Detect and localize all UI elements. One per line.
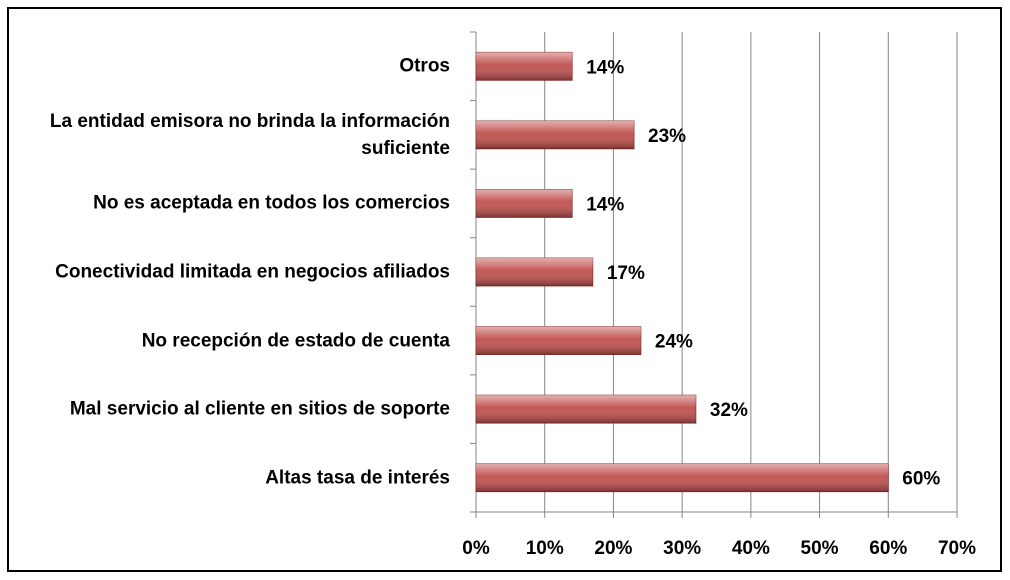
bar [475, 120, 635, 150]
data-label: 60% [902, 469, 940, 490]
y-tick-label: Otros [399, 55, 450, 77]
data-label: 23% [648, 126, 686, 147]
bar [475, 326, 642, 355]
y-tick-label: Conectividad limitada en negocios afilia… [55, 261, 450, 283]
data-label: 24% [655, 332, 693, 353]
y-tick-label: Mal servicio al cliente en sitios de sop… [69, 398, 450, 420]
data-label: 14% [586, 57, 624, 78]
y-tick-label: La entidad emisora no brinda la informac… [49, 110, 450, 159]
x-tick-label: 40% [732, 538, 770, 559]
data-label: 14% [586, 194, 624, 215]
data-label: 32% [710, 400, 748, 421]
bar [475, 463, 889, 493]
x-tick-label: 20% [594, 538, 632, 559]
x-tick-label: 70% [938, 538, 976, 559]
bar [475, 51, 573, 81]
bar [475, 189, 573, 218]
x-tick-label: 10% [526, 538, 564, 559]
y-tick-label: No es aceptada en todos los comercios [93, 192, 450, 214]
data-label: 17% [607, 263, 645, 284]
x-tick-label: 0% [462, 538, 490, 559]
bar [475, 257, 594, 287]
y-tick-label: Altas tasa de interés [265, 467, 450, 489]
x-tick-label: 60% [869, 538, 907, 559]
y-tick-label: No recepción de estado de cuenta [141, 330, 450, 352]
bar [475, 394, 697, 424]
x-tick-label: 50% [801, 538, 839, 559]
x-tick-label: 30% [663, 538, 701, 559]
